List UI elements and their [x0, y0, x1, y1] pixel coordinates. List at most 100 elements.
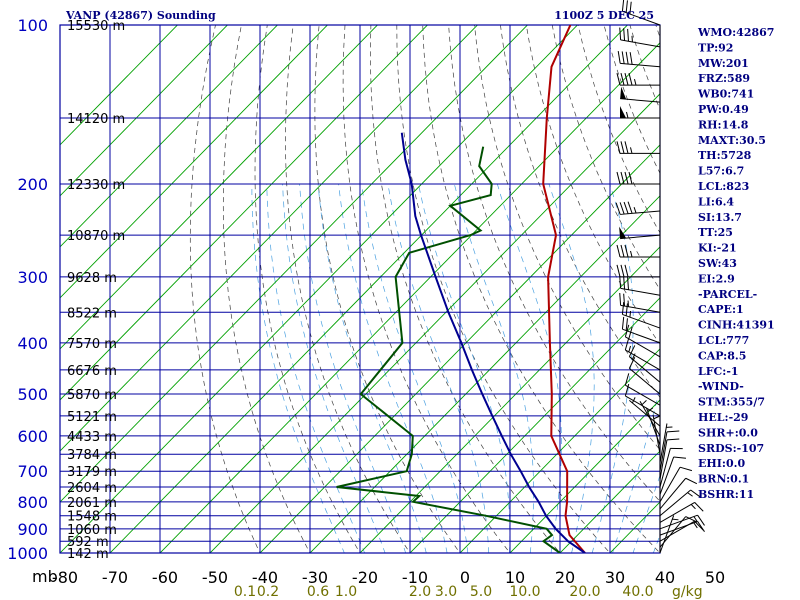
barb-staff [620, 62, 661, 68]
wind-barb [616, 171, 660, 185]
barb-staff [622, 328, 661, 344]
moist-adiabat [496, 183, 562, 553]
barb-half-flag [634, 79, 637, 86]
wind-barb [659, 466, 693, 503]
index-item: WMO:42867 [697, 26, 774, 39]
barb-staff [620, 304, 661, 313]
moist-adiabat [591, 183, 634, 553]
temperature-tick-label: -10 [402, 568, 428, 587]
wind-barb [617, 51, 661, 68]
barb-staff [645, 407, 661, 446]
wind-barb [659, 516, 698, 548]
index-item: LI:6.4 [698, 195, 734, 208]
wind-barb [659, 515, 679, 554]
height-label: 14120 m [67, 112, 125, 127]
index-item: MAXT:30.5 [698, 134, 766, 147]
dry-adiabat [370, 25, 561, 553]
barb-half-flag [687, 492, 693, 497]
temperature-tick-label: 0 [460, 568, 470, 587]
wind-barb [639, 400, 661, 437]
moist-adiabat [548, 183, 595, 553]
barb-half-flag [631, 353, 636, 360]
wind-barb [659, 456, 687, 495]
barb-flag [625, 51, 629, 65]
wind-barb [659, 520, 705, 536]
moist-adiabat [251, 183, 345, 553]
moist-adiabat [282, 183, 386, 553]
mixing-ratio-unit-label: g/kg [672, 584, 703, 600]
barb-flag [621, 0, 625, 12]
index-item: CAPE:1 [698, 303, 744, 316]
barb-flag [615, 202, 621, 215]
dry-adiabat [314, 25, 461, 553]
barb-flag [619, 275, 622, 289]
index-item: -WIND- [698, 380, 744, 393]
wind-barb [659, 423, 673, 463]
index-item: TH:5728 [698, 149, 752, 162]
height-label: 12330 m [67, 178, 125, 193]
barb-half-flag [693, 522, 698, 529]
temperature-tick-label: -50 [202, 568, 228, 587]
index-item: LCL:823 [698, 180, 749, 193]
indices-panel: WMO:42867 TP:92 MW:201 FRZ:589 WB0:741 PW:0.4… [697, 26, 775, 501]
index-item: MW:201 [698, 57, 749, 70]
barb-flag [620, 264, 625, 278]
barb-flag [694, 520, 704, 531]
height-label: 1060 m [67, 523, 117, 538]
index-item: FRZ:589 [698, 72, 750, 85]
mixing-ratio-tick-label: 0.6 [307, 584, 329, 600]
height-label: 7570 m [67, 337, 117, 352]
index-item: WB0:741 [697, 88, 754, 101]
barb-flag [620, 171, 625, 185]
isotherm [359, 246, 660, 553]
height-label: 9628 m [67, 271, 117, 286]
barb-flag [629, 52, 633, 65]
moist-adiabat [266, 183, 366, 553]
moist-adiabat [612, 386, 660, 553]
barb-flag [617, 51, 621, 64]
barb-staff [625, 336, 661, 358]
barb-staff [620, 210, 661, 215]
pressure-tick-label: 500 [17, 385, 48, 404]
barb-flag [673, 456, 687, 459]
barb-flag [679, 466, 693, 472]
barb-flag [627, 28, 629, 42]
dry-adiabat [474, 25, 660, 451]
dry-adiabat [577, 25, 660, 234]
height-label: 3784 m [67, 448, 117, 463]
parcel-line [400, 132, 586, 553]
barb-flag [628, 171, 633, 185]
barb-flag [616, 244, 621, 258]
chart-time: 1100Z 5 DEC 25 [554, 9, 654, 22]
barb-flag [621, 302, 625, 315]
barb-flag [690, 489, 701, 498]
wind-barb [659, 501, 704, 523]
barb-flag [623, 201, 629, 214]
index-item: SRDS:-107 [698, 442, 764, 455]
temperature-tick-label: 40 [655, 568, 675, 587]
dry-adiabat [189, 25, 261, 553]
barb-half-flag [653, 415, 660, 420]
index-item: SHR+:0.0 [698, 426, 758, 439]
index-item: SI:13.7 [698, 211, 742, 224]
index-item: CAP:8.5 [698, 349, 746, 362]
height-label: 2061 m [67, 496, 117, 511]
barb-flag [697, 514, 705, 526]
barb-flag [619, 292, 622, 306]
barb-half-flag [672, 518, 679, 521]
pressure-tick-label: 600 [17, 427, 48, 446]
height-label: 10870 m [67, 229, 125, 244]
temperature-line [542, 25, 586, 553]
barb-staff [659, 431, 668, 472]
isotherm [459, 348, 660, 553]
wind-barb [619, 292, 661, 313]
temperature-tick-label: 50 [705, 568, 725, 587]
wind-barb [659, 438, 680, 480]
pressure-tick-label: 800 [17, 493, 48, 512]
moist-adiabat [387, 183, 490, 553]
moist-adiabat [361, 183, 469, 553]
sounding-traces [336, 25, 586, 553]
dry-adiabat [551, 25, 660, 291]
wind-barb [621, 316, 661, 344]
